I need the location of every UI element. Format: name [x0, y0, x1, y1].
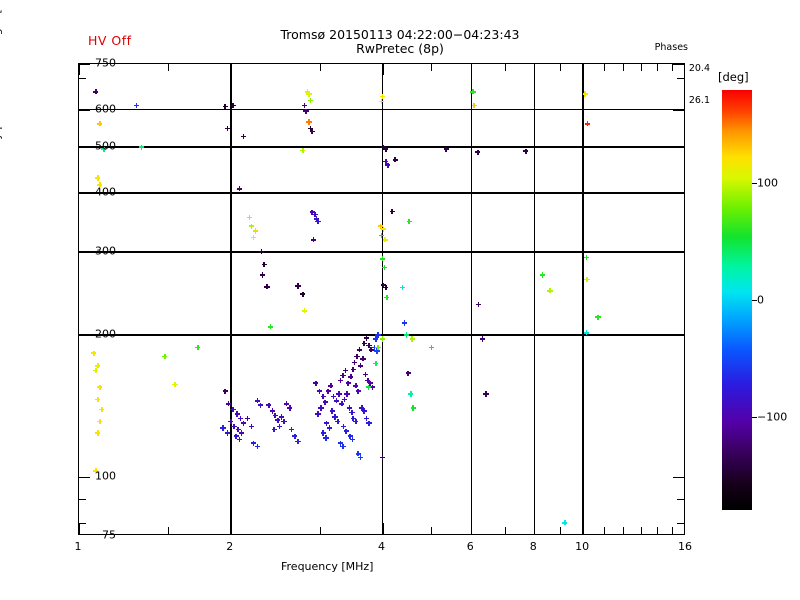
colorbar-tick: [752, 183, 757, 185]
colorbar-unit-label: [deg]: [718, 70, 749, 84]
y-axis-tick: [677, 498, 684, 500]
x-axis-tick: [230, 523, 232, 534]
colorbar-tick: [752, 416, 757, 418]
x-axis-tick: [640, 527, 642, 534]
y-axis-tick-label: 500: [95, 139, 116, 153]
title-line-2: RwPretec (8p): [356, 41, 444, 56]
x-axis-tick-label: 6: [466, 540, 474, 553]
grid-line-horizontal: [79, 108, 684, 111]
grid-line-vertical: [470, 64, 473, 534]
x-axis-tick-label: 8: [529, 540, 537, 553]
scatter-plot-area: [78, 63, 685, 535]
x-axis-tick: [583, 64, 585, 75]
x-axis-tick: [671, 64, 673, 71]
x-axis-tick: [382, 523, 384, 534]
y-axis-tick: [79, 109, 90, 111]
grid-line-vertical: [381, 64, 384, 534]
x-axis-tick: [319, 527, 321, 534]
hv-status-label: HV Off: [88, 33, 132, 48]
x-axis-tick-label: 16: [678, 540, 692, 553]
grid-line-horizontal: [79, 192, 684, 194]
x-axis-tick: [230, 64, 232, 75]
y-axis-tick-label: 400: [95, 185, 116, 199]
x-axis-title: Frequency [MHz]: [281, 560, 374, 573]
x-axis-tick: [79, 523, 80, 534]
y-axis-tick: [79, 192, 90, 194]
y-axis-tick: [79, 522, 86, 524]
y-axis-tick-label: 200: [95, 327, 116, 341]
x-axis-tick: [623, 527, 625, 534]
x-axis-tick: [656, 64, 658, 71]
y-axis-tick: [79, 147, 90, 149]
x-axis-tick-label: 2: [226, 540, 234, 553]
y-axis-tick: [673, 64, 684, 65]
x-axis-tick: [603, 527, 605, 534]
y-axis-tick-label: 600: [95, 102, 116, 116]
y-axis-tick: [677, 78, 684, 80]
x-axis-tick: [382, 64, 384, 75]
x-axis-tick: [431, 64, 433, 71]
x-axis-tick: [167, 527, 169, 534]
y-axis-tick: [677, 522, 684, 524]
colorbar: [722, 90, 752, 510]
y-axis-tick: [79, 498, 86, 500]
x-axis-tick: [560, 64, 562, 71]
y-axis-tick: [673, 334, 684, 336]
y-axis-tick-label: 75: [102, 528, 116, 542]
grid-line-vertical: [230, 64, 232, 534]
x-axis-tick: [534, 523, 536, 534]
x-axis-tick: [471, 64, 473, 75]
x-axis-tick: [167, 64, 169, 71]
y-axis-tick: [673, 147, 684, 149]
phase-heading: Phases: [654, 42, 688, 53]
colorbar-tick-label: 100: [757, 176, 778, 190]
colorbar-tick: [752, 300, 757, 301]
x-axis-tick: [583, 523, 585, 534]
y-axis-tick: [79, 64, 90, 65]
y-axis-tick: [673, 477, 684, 479]
x-axis-tick: [656, 527, 658, 534]
y-axis-tick: [79, 251, 90, 253]
x-axis-tick: [603, 64, 605, 71]
y-axis-tick-label: 100: [95, 469, 116, 483]
x-axis-tick: [319, 64, 321, 71]
x-axis-tick: [471, 523, 473, 534]
x-axis-tick: [640, 64, 642, 71]
colorbar-tick-label: −100: [757, 410, 788, 424]
x-axis-tick-label: 4: [378, 540, 385, 553]
x-axis-tick-label: 10: [575, 540, 590, 553]
plot-title: Tromsø 20150113 04:22:00−04:23:43 RwPret…: [250, 28, 550, 56]
x-axis-tick: [79, 64, 80, 75]
grid-line-horizontal: [79, 251, 684, 253]
y-axis-tick: [79, 78, 86, 80]
grid-line-horizontal: [79, 334, 684, 336]
x-axis-tick: [671, 527, 673, 534]
x-axis-tick: [505, 527, 507, 534]
y-axis-tick: [79, 334, 90, 336]
y-axis-tick: [79, 477, 90, 479]
x-axis-tick: [505, 64, 507, 71]
x-axis-tick: [534, 64, 536, 75]
y-axis-tick: [673, 192, 684, 194]
y-axis-title: Stationary phase Virtual Height [km]: [0, 0, 3, 190]
colorbar-tick-label: 0: [757, 293, 764, 307]
x-axis-tick-label: 1: [74, 540, 82, 553]
y-axis-tick-label: 300: [95, 244, 116, 258]
x-axis-tick: [431, 527, 433, 534]
x-axis-tick: [560, 527, 562, 534]
title-line-1: Tromsø 20150113 04:22:00−04:23:43: [280, 27, 520, 42]
y-axis-tick-label: 750: [95, 56, 116, 70]
y-axis-tick: [673, 251, 684, 253]
grid-line-vertical: [533, 64, 535, 534]
x-axis-tick: [623, 64, 625, 71]
grid-line-vertical: [582, 64, 584, 534]
y-axis-tick: [673, 109, 684, 111]
